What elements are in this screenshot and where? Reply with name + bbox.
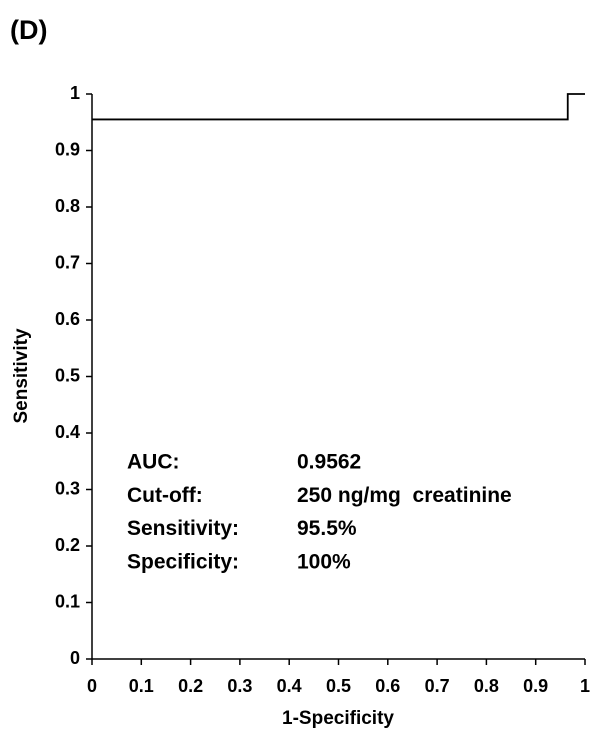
y-tick-label: 0.1 (55, 591, 80, 611)
annotation-key: Specificity: (127, 550, 239, 573)
x-tick-label: 0.7 (425, 676, 450, 696)
x-tick-label: 1 (580, 676, 590, 696)
y-tick-label: 1 (70, 83, 80, 103)
y-tick-label: 0.2 (55, 535, 80, 555)
x-tick-label: 0.6 (375, 676, 400, 696)
x-tick-label: 0.1 (129, 676, 154, 696)
x-tick-label: 0.5 (326, 676, 351, 696)
y-tick-label: 0.5 (55, 365, 80, 385)
x-tick-label: 0.8 (474, 676, 499, 696)
y-tick-label: 0.7 (55, 252, 80, 272)
annotation-value: 95.5% (297, 517, 357, 540)
annotation-key: Sensitivity: (127, 517, 239, 540)
x-tick-label: 0 (87, 676, 97, 696)
panel-label: (D) (10, 15, 47, 45)
y-tick-label: 0 (70, 648, 80, 668)
y-tick-label: 0.3 (55, 478, 80, 498)
annotation-key: AUC: (127, 451, 180, 474)
x-tick-label: 0.2 (178, 676, 203, 696)
y-tick-label: 0.4 (55, 422, 80, 442)
y-tick-label: 0.9 (55, 139, 80, 159)
y-tick-label: 0.6 (55, 309, 80, 329)
y-tick-label: 0.8 (55, 196, 80, 216)
x-axis-label: 1-Specificity (282, 708, 394, 729)
annotation-value: 250 ng/mg creatinine (297, 484, 512, 507)
annotation-value: 0.9562 (297, 451, 361, 474)
annotation-value: 100% (297, 550, 351, 573)
roc-curve (92, 93, 585, 121)
y-axis-label: Sensitivity (11, 328, 32, 423)
annotation-key: Cut-off: (127, 484, 203, 507)
x-tick-label: 0.9 (523, 676, 548, 696)
x-tick-label: 0.4 (277, 676, 302, 696)
x-tick-label: 0.3 (227, 676, 252, 696)
